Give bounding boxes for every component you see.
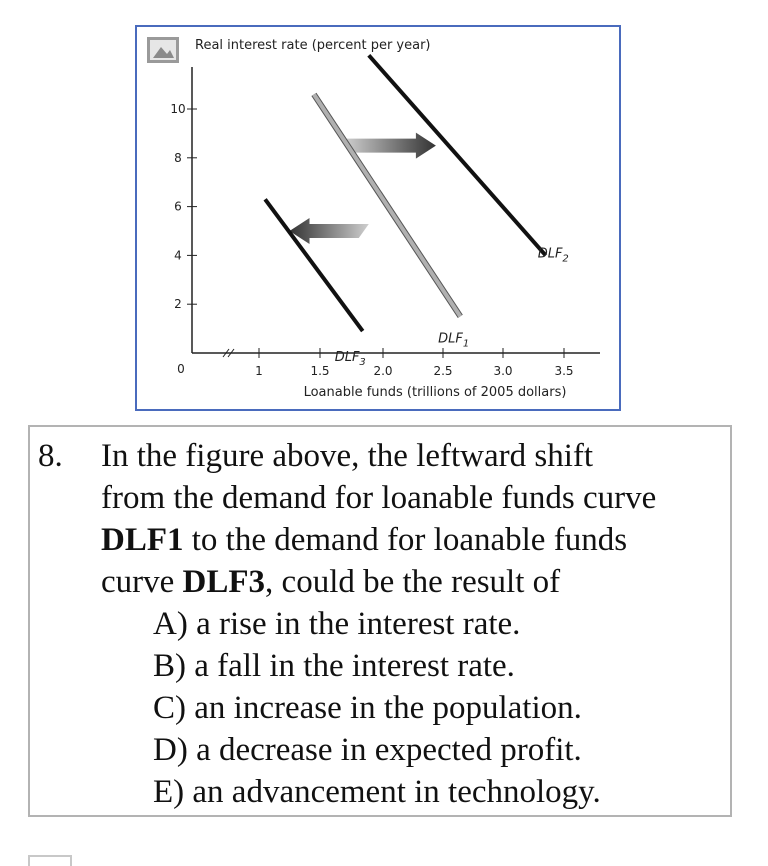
curve-name-dlf3: DLF3 — [182, 564, 266, 600]
question-line-2: from the demand for loanable funds curve — [101, 480, 657, 516]
partial-box — [28, 855, 72, 866]
question-line-4: curve DLF3, could be the result of — [101, 561, 560, 603]
question-number: 8. — [38, 438, 63, 474]
axis-break-mark — [222, 348, 230, 358]
label-dlf1: DLF1 — [438, 331, 469, 349]
figure-box: Real interest rate (percent per year) 2 4 6… — [135, 25, 621, 411]
x-axis-label: Loanable funds (trillions of 2005 dollar… — [304, 385, 567, 400]
origin-label: 0 — [177, 362, 185, 376]
option-d[interactable]: D) a decrease in expected profit. — [153, 732, 582, 768]
label-dlf2: DLF2 — [538, 246, 569, 264]
shift-arrow-left — [289, 218, 369, 244]
question-line-4-rest: , could be the result of — [265, 564, 561, 600]
option-e[interactable]: E) an advancement in technology. — [153, 774, 601, 810]
x-tick-label: 3.5 — [554, 364, 573, 378]
curve-dlf3 — [263, 198, 365, 333]
x-tick-label: 1 — [255, 364, 263, 378]
x-tick-label: 1.5 — [310, 364, 329, 378]
question-line-3-rest: to the demand for loanable funds — [183, 522, 628, 558]
x-tick-label: 2.5 — [433, 364, 452, 378]
axis-break-mark — [227, 348, 235, 358]
question-line-4-pre: curve — [101, 564, 183, 600]
option-a[interactable]: A) a rise in the interest rate. — [153, 606, 521, 642]
curve-name-dlf1: DLF1 — [101, 522, 184, 558]
shift-arrow-right — [344, 132, 436, 159]
question-box: 8. In the figure above, the leftward shi… — [28, 425, 732, 817]
x-tick-label: 3.0 — [493, 364, 512, 378]
y-tick-label: 8 — [174, 151, 182, 165]
label-dlf3: DLF3 — [335, 350, 366, 368]
y-tick-label: 2 — [174, 297, 182, 311]
question-line-1: In the figure above, the leftward shift — [101, 438, 594, 474]
y-tick-label: 6 — [174, 200, 182, 214]
curve-dlf1-fill — [312, 93, 462, 318]
image-icon — [147, 37, 179, 63]
y-axis-label: Real interest rate (percent per year) — [195, 38, 431, 53]
question-line-3: DLF1 to the demand for loanable funds — [101, 519, 627, 561]
curve-dlf2 — [367, 53, 548, 257]
option-c[interactable]: C) an increase in the population. — [153, 690, 582, 726]
x-tick-label: 2.0 — [373, 364, 392, 378]
option-b[interactable]: B) a fall in the interest rate. — [153, 648, 515, 684]
y-tick-label: 10 — [170, 102, 185, 116]
y-tick-label: 4 — [174, 248, 182, 262]
chart: Real interest rate (percent per year) 2 4 6… — [147, 37, 600, 400]
